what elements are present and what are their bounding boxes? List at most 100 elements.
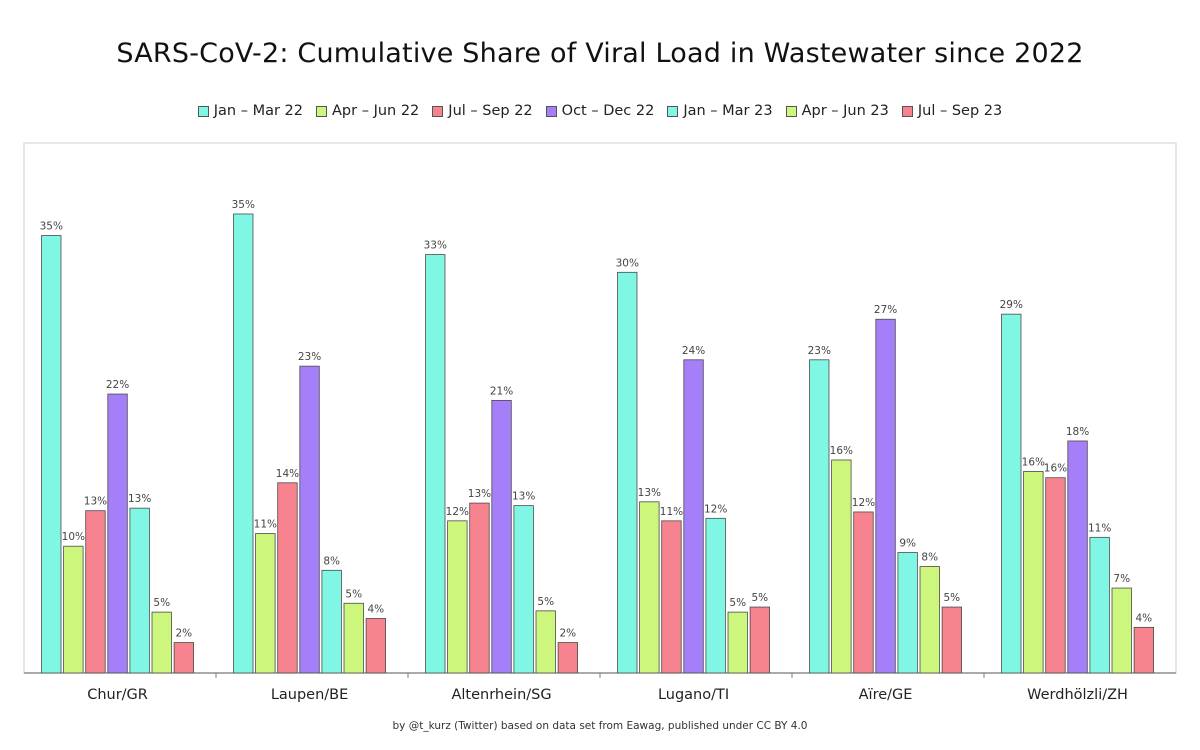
legend-item[interactable]: Apr – Jun 23 <box>785 103 889 119</box>
bar <box>897 552 918 674</box>
bar <box>919 566 940 674</box>
data-label: 14% <box>276 468 299 480</box>
legend-item[interactable]: Jan – Mar 23 <box>667 103 773 119</box>
legend-label: Oct – Dec 22 <box>561 103 655 119</box>
bar <box>941 606 962 674</box>
bar <box>63 545 84 674</box>
legend-label: Apr – Jun 23 <box>801 103 889 119</box>
data-label: 12% <box>446 506 469 518</box>
bar <box>831 459 852 674</box>
bar <box>1023 470 1044 674</box>
bar <box>277 482 298 674</box>
data-label: 5% <box>153 597 170 609</box>
legend-swatch <box>432 105 444 117</box>
legend-label: Apr – Jun 22 <box>332 103 420 119</box>
legend-swatch <box>901 105 913 117</box>
bar <box>749 606 770 674</box>
bar <box>365 618 387 674</box>
category-label: Lugano/TI <box>658 687 729 703</box>
bar <box>1001 313 1022 674</box>
bar <box>255 533 276 674</box>
chart-title: SARS-CoV-2: Cumulative Share of Viral Lo… <box>116 38 1084 69</box>
data-label: 22% <box>106 379 129 391</box>
legend-label: Jul – Sep 23 <box>917 103 1003 119</box>
bar <box>85 510 106 674</box>
legend-swatch <box>667 105 679 117</box>
bar <box>1133 626 1154 674</box>
data-label: 23% <box>298 351 321 363</box>
bar <box>661 520 682 674</box>
bar <box>425 254 446 674</box>
legend-label: Jul – Sep 22 <box>448 103 533 119</box>
legend: Jan – Mar 22 Apr – Jun 22 Jul – Sep 22 Oct … <box>0 103 1200 119</box>
bar <box>639 501 660 674</box>
legend-swatch <box>316 105 328 117</box>
category-label: Laupen/BE <box>271 687 348 703</box>
data-label: 23% <box>808 345 831 357</box>
data-label: 9% <box>899 538 916 550</box>
bar <box>129 507 150 674</box>
bar <box>233 213 254 674</box>
data-label: 18% <box>1066 426 1089 438</box>
bar <box>705 517 726 674</box>
data-label: 5% <box>537 596 554 608</box>
category-label: Aïre/GE <box>859 687 913 703</box>
data-label: 24% <box>682 345 705 357</box>
category-label: Werdhölzli/ZH <box>1027 687 1128 703</box>
data-label: 13% <box>128 493 151 505</box>
data-label: 5% <box>729 597 746 609</box>
data-label: 5% <box>345 588 362 600</box>
bar <box>809 359 830 674</box>
data-label: 33% <box>424 240 447 252</box>
data-label: 13% <box>84 496 107 508</box>
bar <box>469 502 490 674</box>
legend-item[interactable]: Jul – Sep 23 <box>901 103 1003 119</box>
bar <box>447 520 468 674</box>
category-label: Altenrhein/SG <box>451 687 551 703</box>
bar <box>557 642 578 674</box>
legend-item[interactable]: Oct – Dec 22 <box>545 103 655 119</box>
data-label: 13% <box>638 487 661 499</box>
legend-item[interactable]: Jan – Mar 22 <box>197 103 303 119</box>
bar <box>343 602 364 674</box>
bar <box>1067 440 1088 674</box>
bar <box>683 359 704 674</box>
legend-item[interactable]: Apr – Jun 22 <box>316 103 419 119</box>
data-label: 4% <box>1136 612 1153 624</box>
bar <box>1111 587 1132 674</box>
data-label: 4% <box>368 603 385 615</box>
bar <box>513 505 534 674</box>
data-label: 16% <box>1022 456 1045 468</box>
bar <box>853 511 874 674</box>
bar <box>299 365 320 674</box>
bar <box>151 611 172 674</box>
bar <box>41 235 62 674</box>
data-label: 12% <box>852 497 875 509</box>
bar <box>535 610 556 674</box>
bar <box>617 271 638 674</box>
category-label: Chur/GR <box>87 687 148 703</box>
bar <box>321 569 342 674</box>
data-label: 12% <box>704 503 727 515</box>
bar <box>491 399 512 674</box>
data-label: 5% <box>944 592 961 604</box>
data-label: 2% <box>560 628 577 640</box>
bar <box>107 393 128 674</box>
legend-label: Jan – Mar 23 <box>683 103 773 119</box>
data-label: 2% <box>176 628 193 640</box>
legend-swatch <box>197 105 209 117</box>
data-label: 11% <box>1088 522 1111 534</box>
data-label: 21% <box>490 385 513 397</box>
data-label: 8% <box>323 555 340 567</box>
data-label: 29% <box>1000 299 1023 311</box>
data-label: 5% <box>752 592 769 604</box>
data-label: 8% <box>921 551 938 563</box>
bar <box>727 611 748 674</box>
data-label: 10% <box>62 531 85 543</box>
legend-item[interactable]: Jul – Sep 22 <box>432 103 533 119</box>
data-label: 7% <box>1113 573 1130 585</box>
bar <box>875 318 896 674</box>
data-label: 11% <box>660 506 683 518</box>
data-label: 16% <box>830 445 853 457</box>
data-label: 35% <box>232 199 255 211</box>
